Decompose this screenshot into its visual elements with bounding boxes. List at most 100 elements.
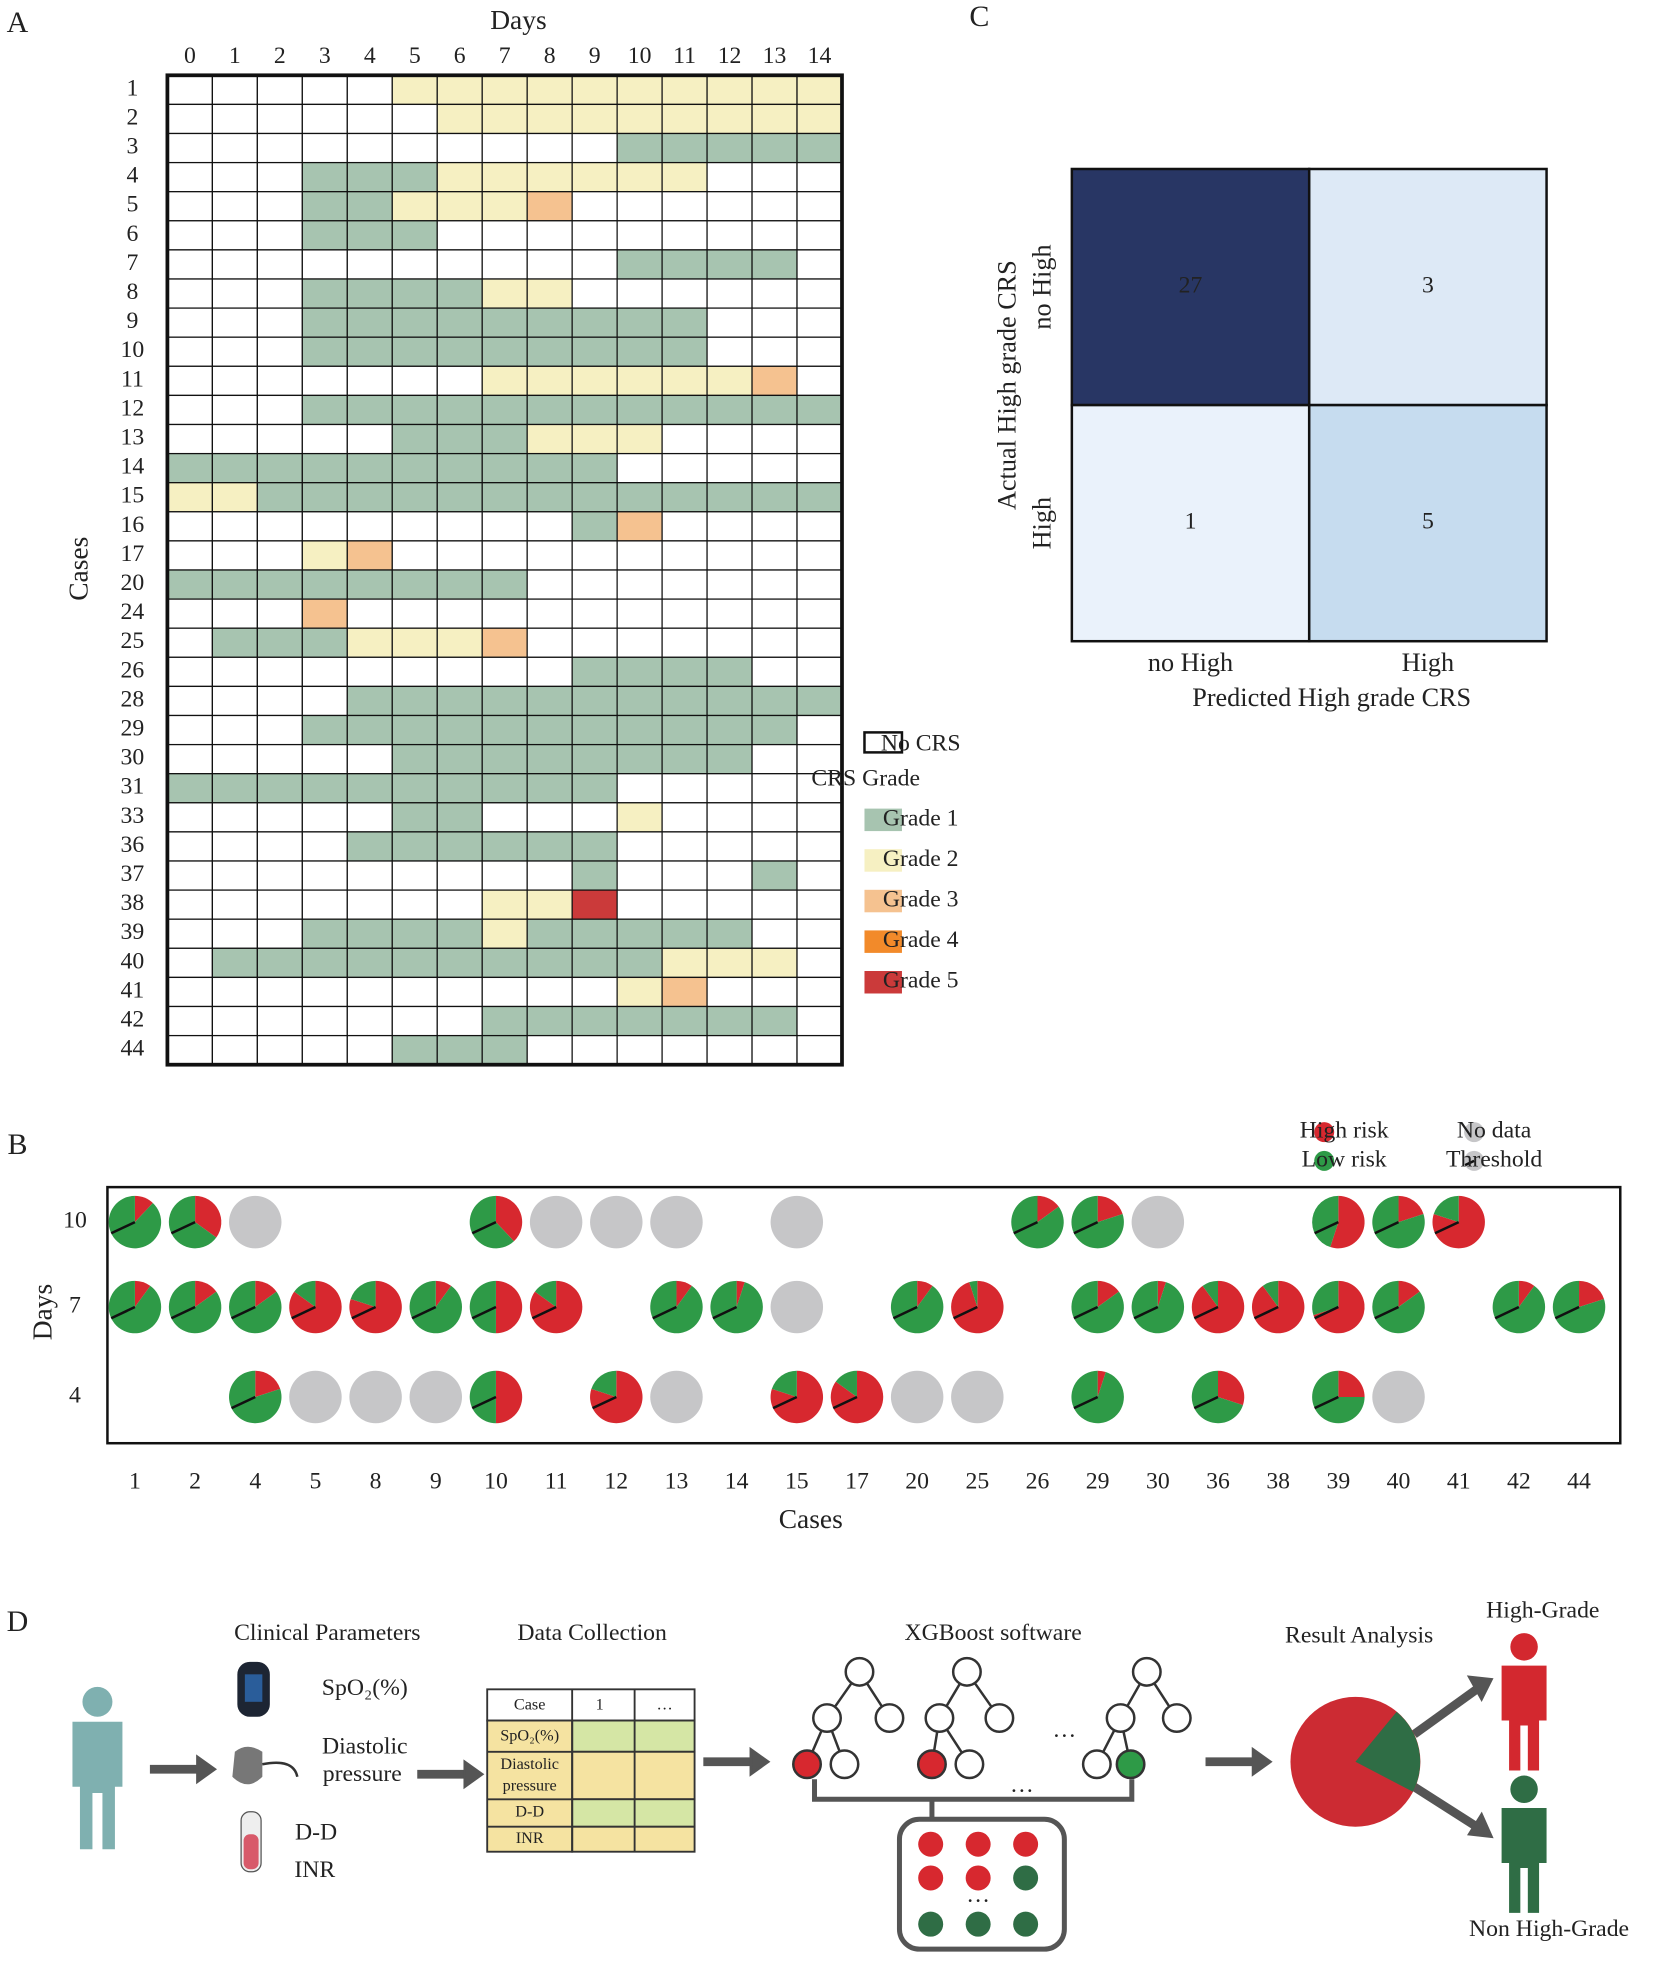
cell [481,743,528,775]
cell [706,1005,753,1037]
cell [751,802,798,833]
cell [526,1034,573,1066]
cell [751,423,798,455]
cell [706,278,753,309]
cell [391,336,438,367]
cell [796,132,843,164]
legend-label: Grade 1 [883,805,959,831]
legend-swatch [864,889,902,913]
cell [346,307,393,338]
cell [571,598,618,629]
no-data [890,1370,944,1424]
cell [526,773,573,804]
threshold [471,1220,497,1235]
pie-low [835,1370,857,1397]
cell [796,773,843,804]
no-data [349,1370,402,1424]
cell [256,249,303,280]
cell [796,714,843,746]
cell [526,132,573,164]
cell [166,423,213,455]
cell [301,773,348,804]
cell [571,482,618,513]
cell [256,918,303,949]
cell [571,714,618,746]
legend-label: Threshold [1446,1146,1542,1172]
cell [166,191,213,222]
cell-value: 27 [1179,272,1203,298]
legend-swatch [864,808,902,832]
cell [346,220,393,251]
cell [391,802,438,833]
cell [346,714,393,746]
y-tick-label: 10 [63,1208,87,1234]
threshold [772,1395,798,1410]
x-tick-label: 9 [430,1469,442,1495]
cell [346,1034,393,1066]
cell [616,452,663,484]
pie-low [469,1195,514,1249]
cell [706,918,753,949]
cell [661,1034,708,1066]
cell [301,278,348,309]
cell [346,278,393,309]
cell [661,511,708,542]
threshold [110,1220,136,1235]
cell [751,1005,798,1037]
cell [436,161,483,193]
cell [751,947,798,979]
cell [616,918,663,949]
cell [301,976,348,1008]
cell [616,802,663,833]
cell [436,743,483,775]
cell [751,918,798,949]
table-header: … [656,1695,672,1713]
cell [391,685,438,717]
panel-label: A [7,6,29,39]
cell [481,74,528,106]
cell [751,889,798,920]
threshold [230,1395,256,1410]
cell [301,656,348,688]
pie-low [1312,1280,1339,1316]
cell [571,773,618,804]
legend-label: Grade 4 [883,927,959,953]
cell [301,307,348,338]
cell [526,540,573,571]
cell [616,714,663,746]
cell [166,918,213,949]
pie-low [650,1280,703,1334]
cell [391,307,438,338]
y-tick-label: 39 [121,919,145,945]
y-axis-label: Cases [64,537,94,601]
cell [166,132,213,164]
cell [391,1005,438,1037]
y-tick-label: 25 [121,628,145,654]
cell [256,656,303,688]
threshold [1554,1305,1580,1320]
cell [391,365,438,397]
cell [706,743,753,775]
cell [616,423,663,455]
cell [796,394,843,426]
cell [526,889,573,920]
y-tick-label: 4 [126,163,138,189]
cell [301,365,348,397]
y-tick-label: 40 [121,948,145,974]
y-tick-label: 26 [121,657,145,683]
cell [211,220,258,251]
cell [661,918,708,949]
y-tick-label: 12 [121,395,145,421]
cell [616,365,663,397]
cell [436,74,483,106]
cell [166,627,213,658]
cell [436,307,483,338]
outcome: Non High-Grade [1469,1916,1629,1942]
cell [346,743,393,775]
cell [526,860,573,891]
legend-swatch [863,731,904,754]
cell [301,482,348,513]
cell [616,161,663,193]
y-tick-label: 33 [121,803,145,829]
cell [796,423,843,455]
